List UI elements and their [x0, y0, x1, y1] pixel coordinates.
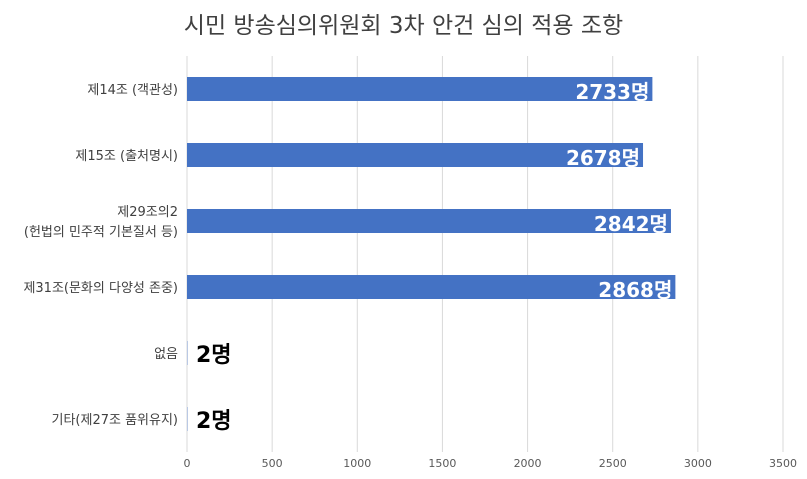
bar [187, 143, 644, 167]
bar [187, 77, 653, 101]
data-label: 2868명 [598, 278, 672, 302]
data-label: 2678명 [566, 146, 640, 170]
data-label: 2명 [196, 409, 232, 434]
bar [187, 209, 671, 233]
data-label: 2842명 [594, 212, 668, 236]
category-label: 기타(제27조 품위유지) [52, 413, 179, 428]
x-tick-label: 1000 [343, 457, 371, 470]
category-label: 제31조(문화의 다양성 존중) [23, 281, 178, 296]
data-label: 2명 [196, 343, 232, 368]
data-label: 2733명 [575, 80, 649, 104]
x-tick-label: 0 [184, 457, 191, 470]
x-tick-label: 2000 [514, 457, 542, 470]
category-label: 없음 [154, 347, 178, 362]
chart-title: 시민 방송심의위원회 3차 안건 심의 적용 조항 [183, 13, 624, 39]
x-tick-label: 500 [262, 457, 283, 470]
x-tick-label: 1500 [428, 457, 456, 470]
x-tick-label: 3000 [684, 457, 712, 470]
category-label: 제14조 (객관성) [87, 83, 178, 98]
category-label: 제29조의2 (헌법의 민주적 기본질서 등) [24, 205, 178, 240]
x-tick-label: 2500 [599, 457, 627, 470]
bar [187, 275, 676, 299]
category-label: 제15조 (출처명시) [75, 149, 178, 164]
x-tick-label: 3500 [769, 457, 797, 470]
